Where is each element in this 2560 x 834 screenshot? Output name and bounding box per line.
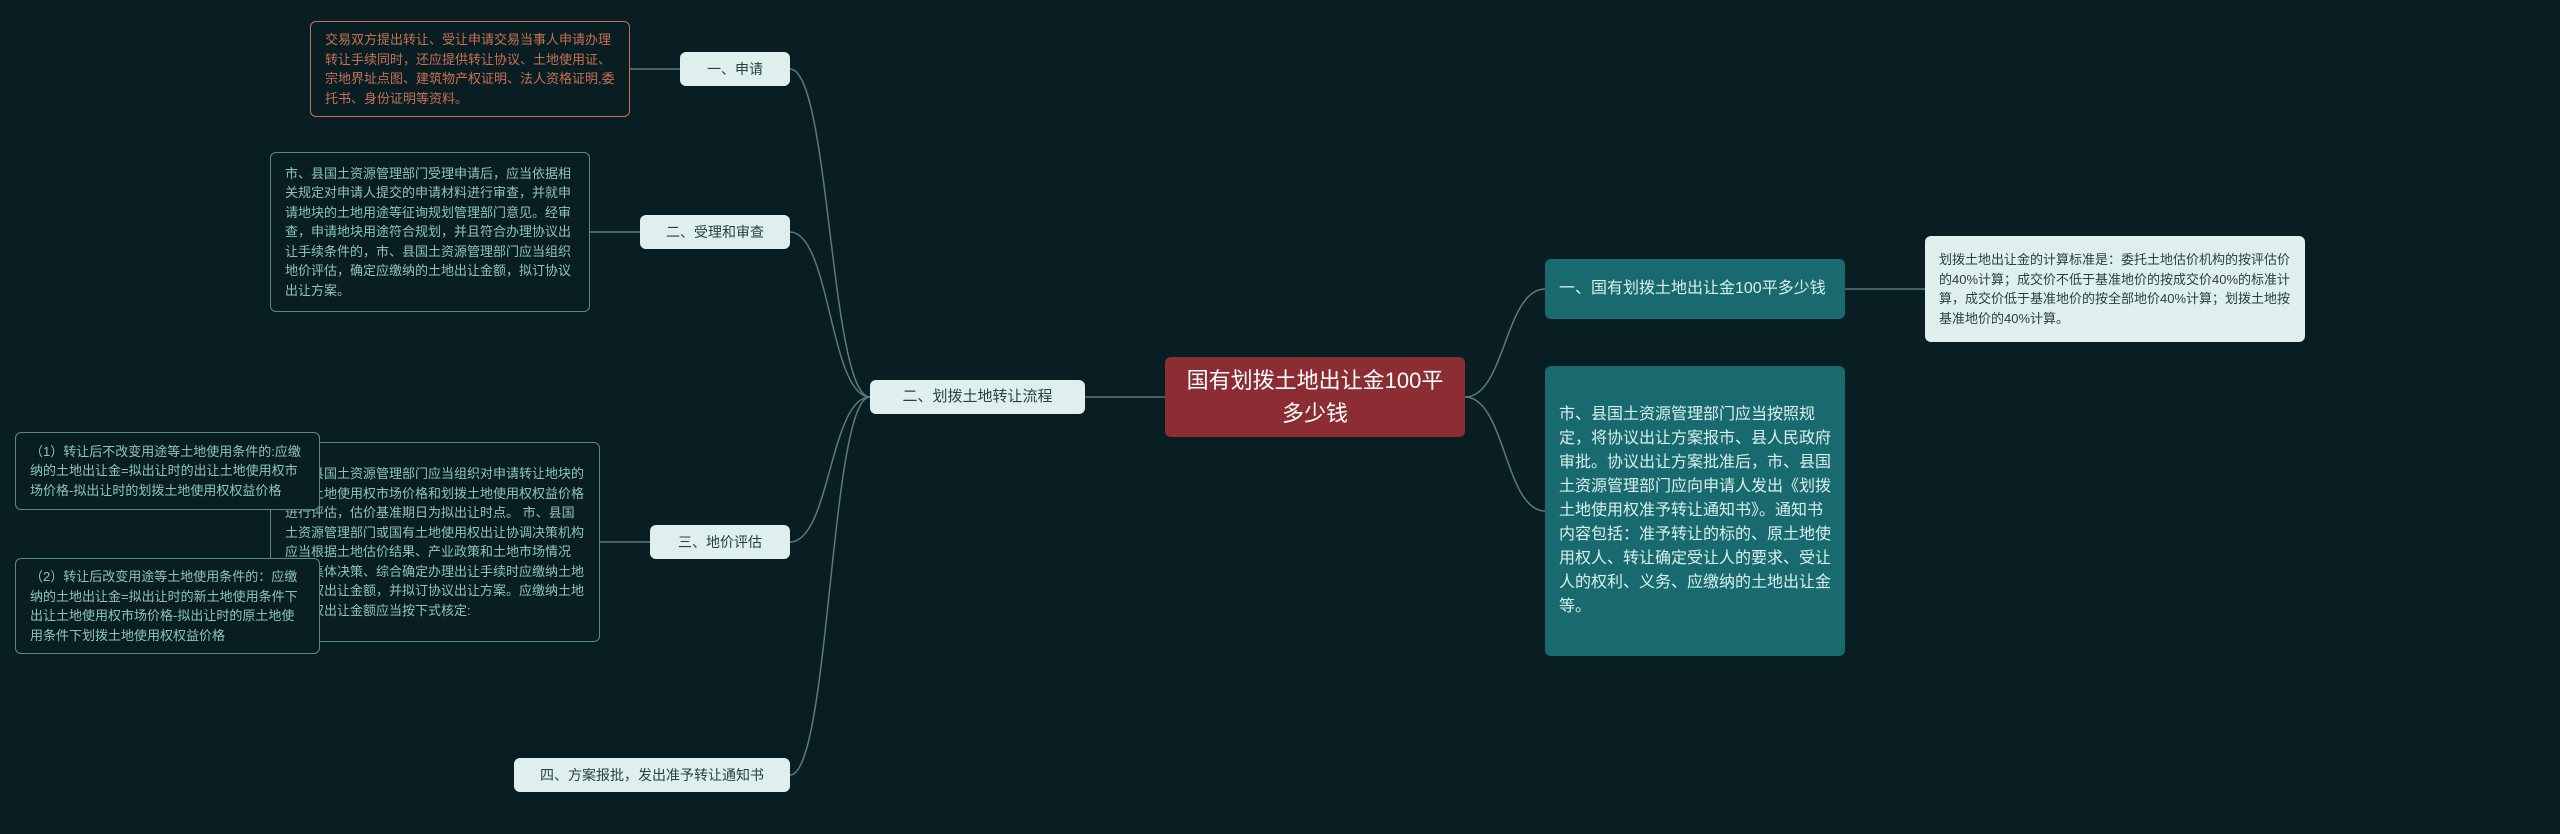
node-text: 交易双方提出转让、受让申请交易当事人申请办理转让手续同时，还应提供转让协议、土地…: [325, 30, 615, 108]
node-p1_detail: 交易双方提出转让、受让申请交易当事人申请办理转让手续同时，还应提供转让协议、土地…: [310, 21, 630, 117]
node-text: 一、申请: [707, 59, 763, 80]
edge-root-r1: [1465, 289, 1545, 397]
node-text: （2）转让后改变用途等土地使用条件的：应缴纳的土地出让金=拟出让时的新土地使用条…: [30, 567, 305, 645]
node-text: 市、县国土资源管理部门受理申请后，应当依据相关规定对申请人提交的申请材料进行审查…: [285, 164, 575, 301]
node-text: 二、划拨土地转让流程: [902, 386, 1052, 409]
edge-l_process-p4: [790, 397, 870, 775]
node-r1_detail: 划拨土地出让金的计算标准是：委托土地估价机构的按评估价的40%计算；成交价不低于…: [1925, 236, 2305, 342]
node-p1: 一、申请: [680, 52, 790, 86]
node-text: 一、国有划拨土地出让金100平多少钱: [1559, 277, 1826, 301]
edge-l_process-p3: [790, 397, 870, 542]
node-text: 三、地价评估: [678, 532, 762, 553]
node-p4: 四、方案报批，发出准予转让通知书: [514, 758, 790, 792]
node-text: 市、县国土资源管理部门应当组织对申请转让地块的出让土地使用权市场价格和划拨土地使…: [285, 464, 585, 620]
node-r1: 一、国有划拨土地出让金100平多少钱: [1545, 259, 1845, 319]
node-p3_sub1: （1）转让后不改变用途等土地使用条件的:应缴纳的土地出让金=拟出让时的出让土地使…: [15, 432, 320, 510]
node-text: 市、县国土资源管理部门应当按照规定，将协议出让方案报市、县人民政府审批。协议出让…: [1559, 403, 1831, 619]
node-text: 国有划拨土地出让金100平多少钱: [1179, 364, 1451, 430]
edge-root-r2: [1465, 397, 1545, 511]
node-root: 国有划拨土地出让金100平多少钱: [1165, 357, 1465, 437]
node-text: 四、方案报批，发出准予转让通知书: [540, 765, 764, 786]
node-l_process: 二、划拨土地转让流程: [870, 380, 1085, 414]
node-text: （1）转让后不改变用途等土地使用条件的:应缴纳的土地出让金=拟出让时的出让土地使…: [30, 442, 305, 501]
edge-l_process-p2: [790, 232, 870, 397]
edge-l_process-p1: [790, 69, 870, 397]
node-r2: 市、县国土资源管理部门应当按照规定，将协议出让方案报市、县人民政府审批。协议出让…: [1545, 366, 1845, 656]
node-text: 划拨土地出让金的计算标准是：委托土地估价机构的按评估价的40%计算；成交价不低于…: [1939, 250, 2291, 328]
node-p2: 二、受理和审查: [640, 215, 790, 249]
node-text: 二、受理和审查: [666, 222, 764, 243]
node-p2_detail: 市、县国土资源管理部门受理申请后，应当依据相关规定对申请人提交的申请材料进行审查…: [270, 152, 590, 312]
node-p3: 三、地价评估: [650, 525, 790, 559]
node-p3_sub2: （2）转让后改变用途等土地使用条件的：应缴纳的土地出让金=拟出让时的新土地使用条…: [15, 558, 320, 654]
